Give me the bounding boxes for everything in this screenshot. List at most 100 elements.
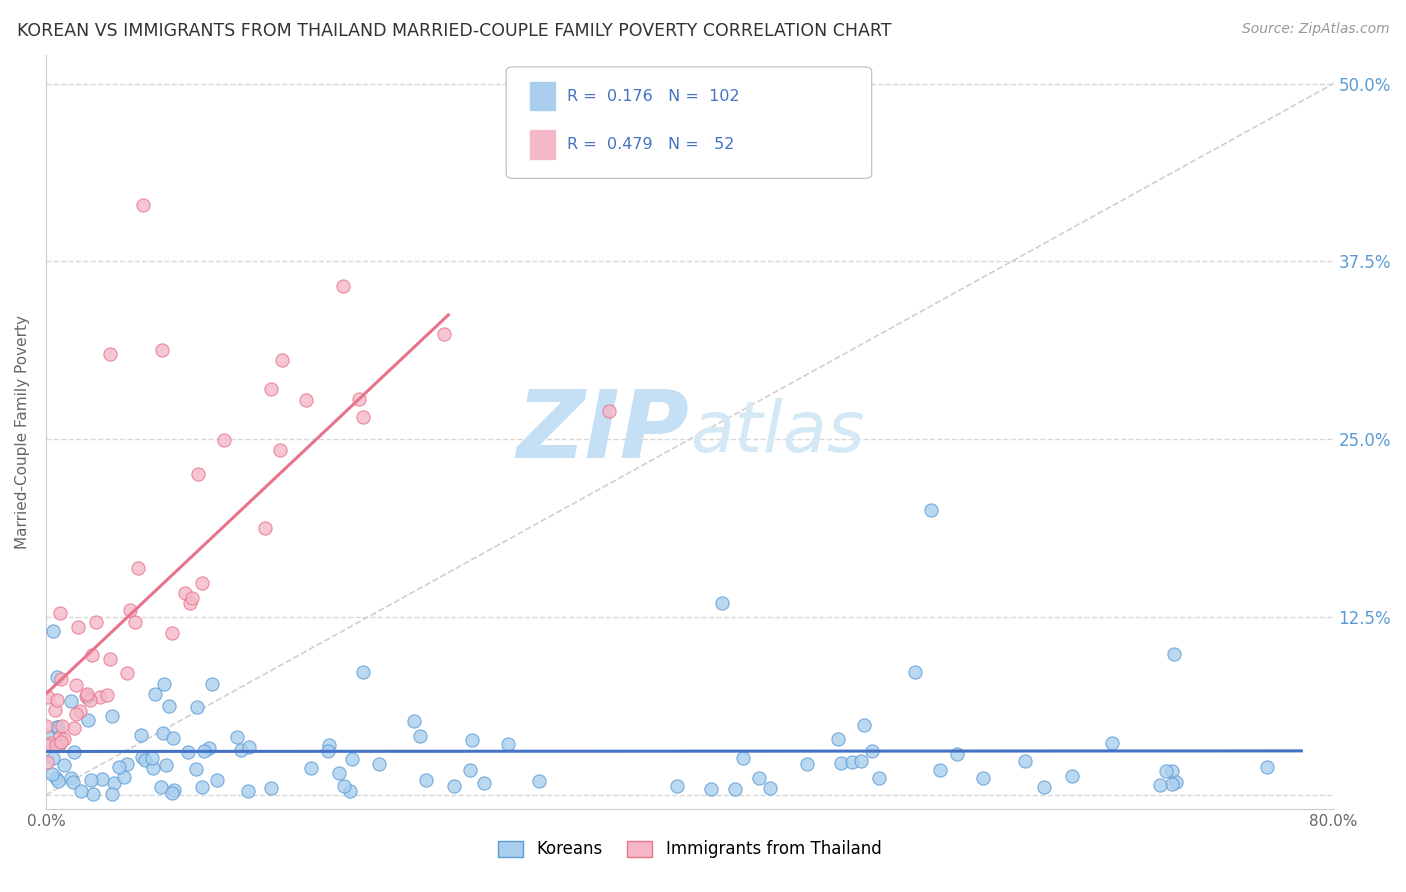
Text: R =  0.479   N =   52: R = 0.479 N = 52: [567, 136, 734, 152]
Point: [472, 776, 495, 790]
Point: [143, 687, 166, 701]
Point: [433, 327, 456, 342]
Text: KOREAN VS IMMIGRANTS FROM THAILAND MARRIED-COUPLE FAMILY POVERTY CORRELATION CHA: KOREAN VS IMMIGRANTS FROM THAILAND MARRI…: [17, 22, 891, 40]
Point: [162, 731, 184, 745]
Point: [316, 743, 339, 757]
Point: [98, 347, 121, 361]
Point: [84, 615, 107, 629]
Point: [352, 665, 374, 679]
Text: ZIP: ZIP: [517, 386, 690, 478]
Point: [101, 787, 124, 801]
Point: [460, 732, 482, 747]
Point: [124, 615, 146, 630]
Point: [238, 740, 260, 755]
Point: [197, 741, 219, 756]
Point: [184, 762, 207, 776]
Point: [80, 772, 103, 787]
Point: [37, 690, 59, 704]
Point: [1014, 754, 1036, 768]
Point: [796, 756, 818, 771]
Point: [152, 677, 174, 691]
Point: [830, 756, 852, 770]
Point: [131, 750, 153, 764]
Point: [1149, 778, 1171, 792]
Point: [127, 560, 149, 574]
Point: [39, 736, 62, 750]
Point: [328, 766, 350, 780]
Point: [60, 694, 83, 708]
Point: [65, 706, 87, 721]
Point: [49, 730, 72, 744]
Point: [108, 759, 131, 773]
Point: [186, 699, 208, 714]
Point: [149, 780, 172, 794]
Point: [404, 714, 426, 728]
Point: [53, 732, 76, 747]
Point: [295, 393, 318, 408]
Point: [229, 743, 252, 757]
Point: [946, 747, 969, 761]
Point: [155, 758, 177, 772]
Point: [141, 751, 163, 765]
Point: [271, 353, 294, 368]
Point: [352, 409, 374, 424]
Point: [45, 738, 67, 752]
Point: [98, 651, 121, 665]
Point: [69, 704, 91, 718]
Point: [42, 750, 65, 764]
Point: [103, 775, 125, 789]
Point: [260, 383, 283, 397]
Point: [62, 775, 84, 789]
Point: [903, 665, 925, 679]
Point: [748, 771, 770, 785]
Point: [63, 721, 86, 735]
Point: [37, 729, 59, 743]
Point: [710, 596, 733, 610]
Point: [117, 756, 139, 771]
Point: [367, 756, 389, 771]
Point: [51, 719, 73, 733]
Point: [66, 620, 89, 634]
Point: [205, 773, 228, 788]
Point: [929, 763, 952, 777]
Point: [46, 773, 69, 788]
Point: [759, 781, 782, 796]
Point: [409, 729, 432, 743]
Point: [79, 692, 101, 706]
Point: [201, 677, 224, 691]
Point: [860, 744, 883, 758]
Point: [332, 279, 354, 293]
Point: [236, 783, 259, 797]
Point: [226, 730, 249, 744]
Point: [1256, 760, 1278, 774]
Point: [191, 780, 214, 794]
Point: [53, 757, 76, 772]
Point: [162, 786, 184, 800]
Point: [920, 503, 942, 517]
Point: [1032, 780, 1054, 795]
Point: [131, 197, 153, 211]
Point: [1101, 736, 1123, 750]
Point: [443, 779, 465, 793]
Text: R =  0.176   N =  102: R = 0.176 N = 102: [567, 88, 740, 103]
Point: [254, 521, 277, 535]
Point: [1154, 764, 1177, 779]
Point: [49, 735, 72, 749]
Point: [460, 763, 482, 777]
Point: [48, 606, 70, 620]
Point: [1163, 648, 1185, 662]
Point: [101, 709, 124, 723]
Point: [177, 745, 200, 759]
Point: [160, 625, 183, 640]
Point: [665, 779, 688, 793]
Point: [853, 718, 876, 732]
Point: [598, 404, 620, 418]
Point: [35, 756, 58, 770]
Point: [193, 744, 215, 758]
Point: [173, 586, 195, 600]
Point: [1161, 777, 1184, 791]
Point: [129, 728, 152, 742]
Point: [868, 771, 890, 785]
Point: [46, 720, 69, 734]
Point: [851, 754, 873, 768]
